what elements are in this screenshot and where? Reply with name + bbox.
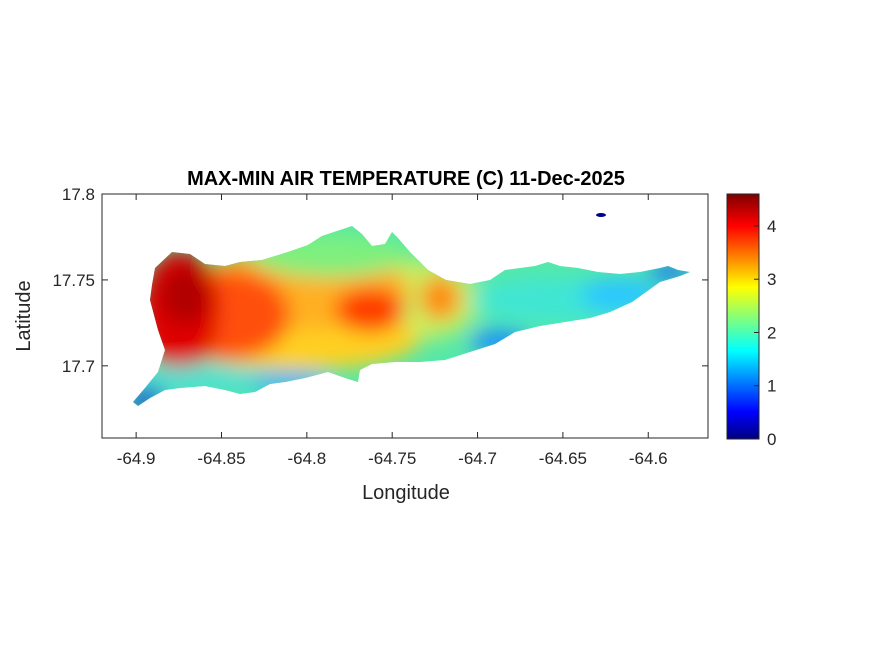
x-tick-label: -64.7 xyxy=(458,449,497,468)
chart-title: MAX-MIN AIR TEMPERATURE (C) 11-Dec-2025 xyxy=(187,168,625,190)
y-tick-label: 17.7 xyxy=(62,357,95,376)
y-axis-label: Latitude xyxy=(13,280,35,351)
colorbar-tick-label: 0 xyxy=(767,430,776,449)
colorbar-tick-label: 1 xyxy=(767,377,776,396)
y-ticks: 17.7 17.75 17.8 xyxy=(52,185,708,376)
colorbar: 0 1 2 3 4 xyxy=(726,193,776,449)
colorbar-tick-label: 2 xyxy=(767,323,776,342)
x-tick-label: -64.8 xyxy=(287,449,326,468)
x-tick-label: -64.9 xyxy=(117,449,156,468)
small-island xyxy=(596,213,606,217)
y-tick-label: 17.8 xyxy=(62,185,95,204)
x-axis-label: Longitude xyxy=(362,482,450,504)
plot-axes: -64.9 -64.85 -64.8 -64.75 -64.7 -64.65 -64.6 1… xyxy=(52,185,709,468)
axes-frame xyxy=(101,193,709,439)
colorbar-tick-label: 3 xyxy=(767,270,776,289)
x-tick-label: -64.85 xyxy=(197,449,245,468)
field-blob xyxy=(335,288,405,332)
y-tick-label: 17.75 xyxy=(52,271,95,290)
x-tick-label: -64.65 xyxy=(539,449,587,468)
field-blob xyxy=(420,276,460,320)
x-ticks: -64.9 -64.85 -64.8 -64.75 -64.7 -64.65 -64.6 xyxy=(117,194,668,468)
field-blob xyxy=(160,265,210,325)
colorbar-ticks: 0 1 2 3 4 xyxy=(754,217,776,449)
colorbar-tick-label: 4 xyxy=(767,217,776,236)
x-tick-label: -64.75 xyxy=(368,449,416,468)
colorbar-gradient xyxy=(726,193,760,440)
x-tick-label: -64.6 xyxy=(629,449,668,468)
field-blob xyxy=(133,365,270,395)
